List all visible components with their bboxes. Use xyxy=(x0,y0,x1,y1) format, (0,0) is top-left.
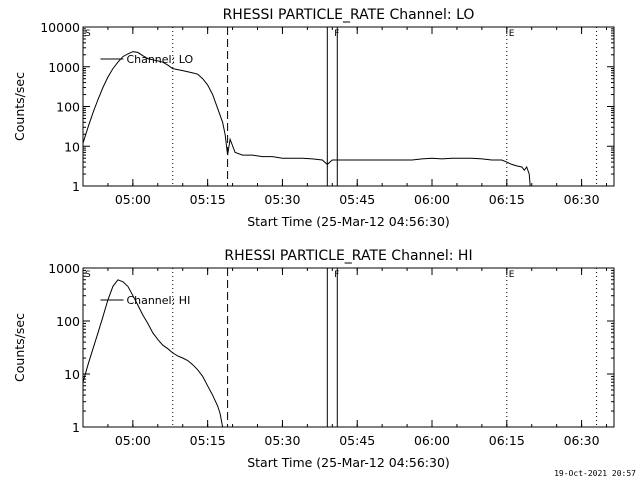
y-tick-label: 10 xyxy=(64,367,80,382)
y-tick-label: 1 xyxy=(72,420,80,435)
y-tick-label: 10000 xyxy=(40,20,80,35)
x-tick-label: 06:00 xyxy=(414,433,450,448)
x-axis-label: Start Time (25-Mar-12 04:56:30) xyxy=(247,455,450,470)
legend-label: Channel: LO xyxy=(126,53,193,66)
data-series-line xyxy=(82,279,224,428)
x-tick-label: 06:30 xyxy=(564,433,600,448)
x-tick-label: 05:15 xyxy=(190,192,226,207)
y-tick-label: 100 xyxy=(56,314,80,329)
y-tick-label: 100 xyxy=(56,100,80,115)
y-tick-label: 1000 xyxy=(48,261,80,276)
y-axis-label: Counts/sec xyxy=(12,72,27,141)
x-tick-label: 06:30 xyxy=(564,192,600,207)
event-marker-s: S xyxy=(85,270,91,280)
y-tick-label: 1000 xyxy=(48,60,80,75)
plot-frame xyxy=(82,26,615,187)
y-axis-label: Counts/sec xyxy=(12,313,27,382)
event-marker-s: S xyxy=(85,29,91,39)
x-tick-label: 05:15 xyxy=(190,433,226,448)
x-tick-label: 05:45 xyxy=(339,433,375,448)
panel-lo-channel: RHESSI PARTICLE_RATE Channel: LO Start Ti… xyxy=(12,7,615,229)
x-tick-label: 05:45 xyxy=(339,192,375,207)
event-marker-e: E xyxy=(509,270,515,280)
chart-title: RHESSI PARTICLE_RATE Channel: HI xyxy=(224,248,472,264)
x-tick-label: 05:00 xyxy=(115,192,151,207)
x-axis-label: Start Time (25-Mar-12 04:56:30) xyxy=(247,214,450,229)
legend-label: Channel: HI xyxy=(126,294,190,307)
x-tick-label: 05:00 xyxy=(115,433,151,448)
x-tick-label: 05:30 xyxy=(264,433,300,448)
y-tick-label: 10 xyxy=(64,139,80,154)
event-marker-e: E xyxy=(509,29,515,39)
x-tick-label: 06:00 xyxy=(414,192,450,207)
x-tick-label: 06:15 xyxy=(489,192,525,207)
panel-hi-channel: RHESSI PARTICLE_RATE Channel: HI Start Ti… xyxy=(12,248,615,470)
y-tick-label: 1 xyxy=(72,179,80,194)
timestamp-footer: 19-Oct-2021 20:57 xyxy=(554,469,636,478)
event-marker-f: F xyxy=(334,29,339,39)
x-tick-label: 05:30 xyxy=(264,192,300,207)
x-tick-label: 06:15 xyxy=(489,433,525,448)
event-marker-f: F xyxy=(334,270,339,280)
data-series-line xyxy=(82,51,531,187)
plot-frame xyxy=(82,267,615,428)
chart-title: RHESSI PARTICLE_RATE Channel: LO xyxy=(223,7,475,23)
